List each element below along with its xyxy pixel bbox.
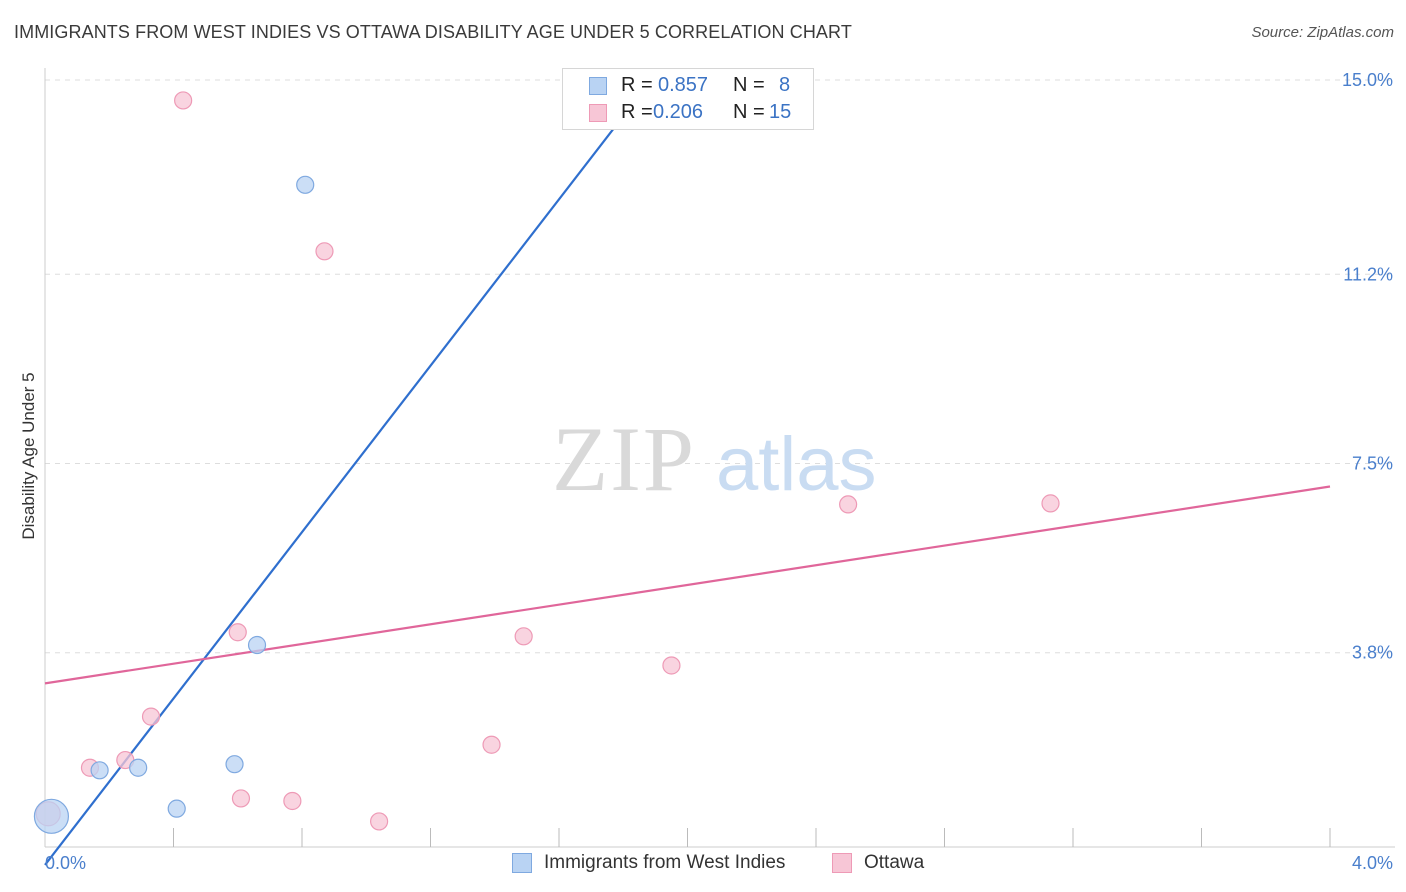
legend-swatch-blue (589, 77, 607, 95)
x-tick-label: 4.0% (1352, 853, 1393, 873)
y-tick-label: 15.0% (1342, 70, 1393, 90)
point-ottawa (283, 791, 302, 811)
x-tick-label: 0.0% (45, 853, 86, 873)
point-ottawa (482, 735, 501, 754)
trend-line-west-indies (44, 94, 641, 866)
bottom-legend-swatch-blue (512, 853, 532, 873)
legend-n-label: N = (733, 74, 765, 96)
y-tick-label: 3.8% (1352, 643, 1393, 663)
tick-labels: 3.8% 7.5% 11.2% 15.0% 0.0% 4.0% (45, 70, 1393, 873)
bottom-legend-label: Ottawa (864, 852, 925, 873)
point-ottawa (370, 812, 389, 831)
point-west-indies (129, 758, 148, 777)
legend-row-west-indies: R = 0.857 N = 8 (563, 74, 813, 100)
bottom-legend-swatch-pink (832, 853, 852, 873)
point-ottawa (1041, 494, 1060, 513)
y-tick-label: 7.5% (1352, 454, 1393, 474)
point-west-indies (247, 635, 267, 655)
point-ottawa (228, 623, 247, 642)
trend-line-ottawa (44, 485, 1331, 685)
point-west-indies (33, 798, 70, 834)
legend-swatch-pink (589, 104, 607, 122)
legend-n-label: N = (733, 101, 765, 123)
legend-r-label: R = (621, 74, 653, 96)
gridlines (45, 79, 1395, 654)
point-ottawa (141, 707, 161, 726)
point-ottawa (231, 789, 251, 808)
point-west-indies (90, 761, 109, 780)
point-west-indies (225, 755, 244, 774)
legend-r-value: 0.206 (653, 101, 704, 123)
legend-row-ottawa: R = 0.206 N = 15 (563, 101, 813, 127)
point-ottawa (662, 656, 681, 675)
legend-r-value: 0.857 (658, 74, 709, 96)
watermark-atlas: atlas (716, 422, 877, 507)
legend-n-value: 8 (779, 74, 791, 96)
watermark: ZIP atlas (552, 408, 877, 510)
axes (44, 68, 1395, 848)
bottom-legend-label: Immigrants from West Indies (544, 852, 786, 873)
point-ottawa (315, 242, 334, 261)
point-ottawa (839, 495, 858, 514)
correlation-legend: R = 0.857 N = 8 R = 0.206 N = 15 (562, 68, 814, 130)
watermark-zip: ZIP (552, 408, 696, 510)
point-ottawa (514, 627, 533, 646)
y-tick-label: 11.2% (1343, 264, 1393, 284)
point-ottawa (174, 91, 193, 110)
point-west-indies (167, 799, 186, 818)
data-points (33, 91, 1060, 834)
y-axis-title: Disability Age Under 5 (19, 372, 38, 539)
legend-n-value: 15 (769, 101, 792, 123)
chart-title: IMMIGRANTS FROM WEST INDIES VS OTTAWA DI… (14, 22, 852, 42)
point-west-indies (296, 175, 315, 194)
source-label: Source: ZipAtlas.com (1251, 24, 1394, 41)
legend-r-label: R = (621, 101, 653, 123)
